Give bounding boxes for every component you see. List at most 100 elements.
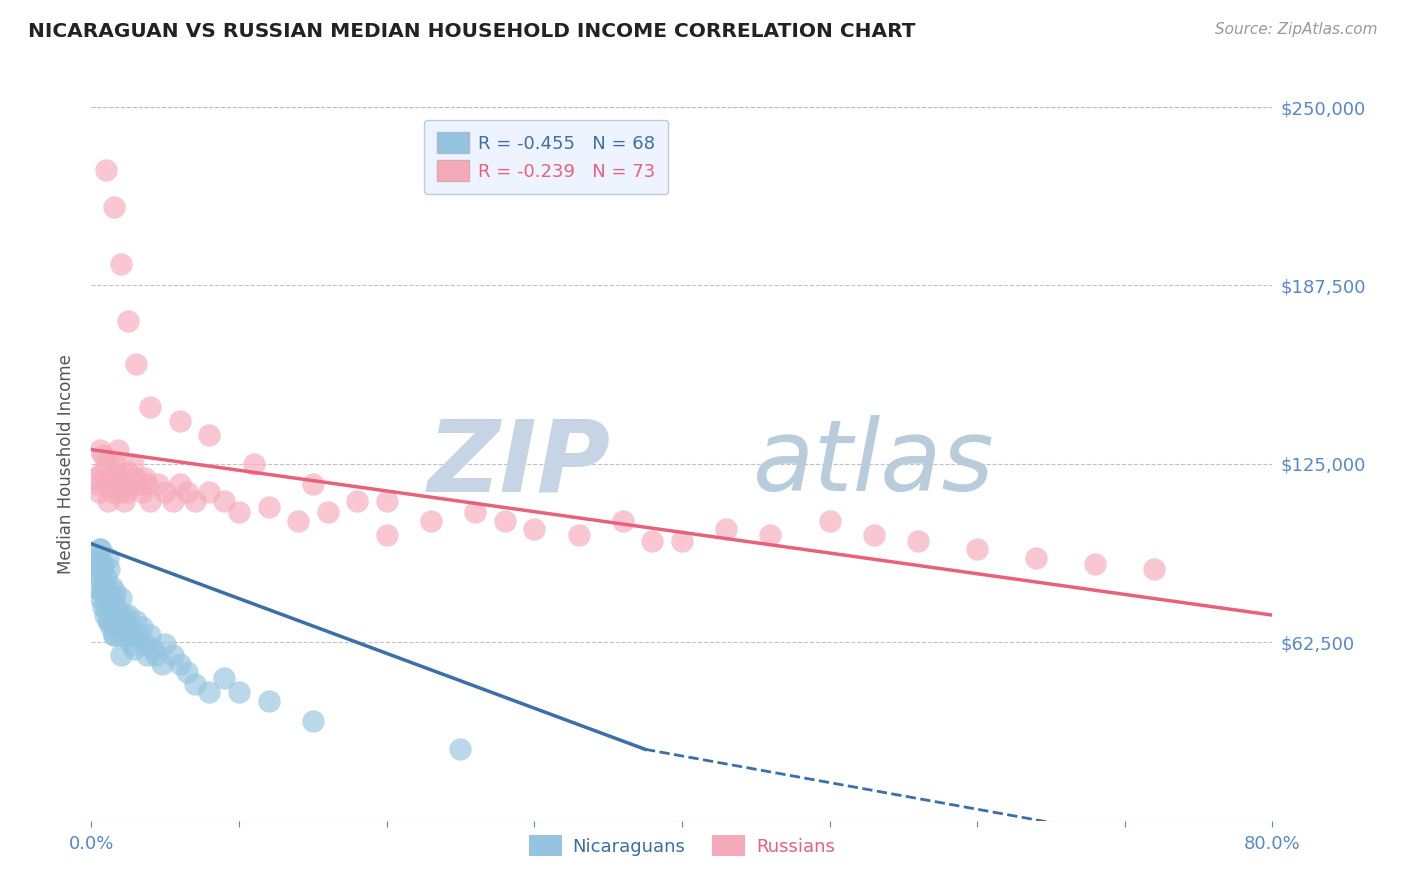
Point: [169, 657, 191, 671]
Point: [87, 485, 110, 500]
Point: [98, 562, 121, 576]
Point: [464, 505, 486, 519]
Point: [169, 476, 191, 491]
Legend: Nicaraguans, Russians: Nicaraguans, Russians: [520, 826, 844, 865]
Point: [176, 485, 198, 500]
Point: [93, 608, 115, 623]
Point: [96, 591, 118, 605]
Point: [97, 551, 120, 566]
Point: [183, 676, 207, 690]
Point: [301, 714, 323, 728]
Point: [862, 528, 886, 542]
Point: [83, 471, 105, 485]
Point: [93, 580, 115, 594]
Point: [114, 476, 136, 491]
Point: [96, 599, 118, 614]
Text: ZIP: ZIP: [427, 416, 612, 512]
Point: [96, 162, 118, 177]
Point: [139, 400, 162, 414]
Point: [90, 562, 112, 576]
Point: [89, 442, 111, 457]
Point: [118, 619, 141, 633]
Point: [110, 648, 132, 662]
Point: [375, 494, 398, 508]
Point: [131, 619, 153, 633]
Point: [346, 494, 368, 508]
Point: [115, 485, 138, 500]
Point: [136, 648, 159, 662]
Point: [375, 528, 398, 542]
Point: [117, 466, 139, 480]
Point: [818, 514, 841, 528]
Point: [90, 562, 112, 576]
Point: [86, 476, 108, 491]
Point: [89, 542, 111, 557]
Point: [118, 476, 141, 491]
Point: [101, 485, 124, 500]
Point: [83, 580, 105, 594]
Point: [419, 514, 441, 528]
Point: [98, 585, 121, 599]
Point: [568, 528, 591, 542]
Point: [287, 514, 309, 528]
Point: [169, 414, 191, 428]
Point: [110, 591, 132, 605]
Point: [103, 457, 125, 471]
Point: [105, 466, 128, 480]
Point: [759, 528, 782, 542]
Point: [1025, 551, 1047, 566]
Point: [101, 608, 124, 623]
Point: [136, 476, 159, 491]
Point: [101, 580, 124, 594]
Point: [121, 457, 143, 471]
Point: [124, 471, 148, 485]
Point: [121, 628, 143, 642]
Point: [90, 466, 112, 480]
Point: [450, 742, 472, 756]
Point: [153, 485, 177, 500]
Point: [120, 637, 142, 651]
Point: [128, 476, 150, 491]
Point: [108, 608, 131, 623]
Text: Source: ZipAtlas.com: Source: ZipAtlas.com: [1215, 22, 1378, 37]
Point: [142, 642, 165, 657]
Point: [117, 314, 139, 328]
Point: [96, 457, 118, 471]
Point: [316, 505, 339, 519]
Point: [523, 523, 546, 537]
Point: [145, 648, 167, 662]
Point: [111, 476, 134, 491]
Point: [96, 571, 118, 585]
Point: [104, 614, 127, 628]
Point: [122, 642, 145, 657]
Point: [97, 614, 120, 628]
Point: [111, 614, 134, 628]
Point: [257, 500, 280, 514]
Point: [162, 648, 184, 662]
Point: [301, 476, 323, 491]
Point: [112, 608, 135, 623]
Point: [124, 357, 148, 371]
Point: [100, 476, 122, 491]
Point: [110, 257, 132, 271]
Point: [86, 557, 108, 571]
Text: atlas: atlas: [752, 416, 994, 512]
Point: [198, 685, 221, 699]
Point: [103, 628, 125, 642]
Point: [612, 514, 634, 528]
Point: [714, 523, 737, 537]
Point: [100, 619, 122, 633]
Point: [1143, 562, 1166, 576]
Point: [91, 448, 114, 462]
Point: [115, 628, 138, 642]
Point: [134, 637, 156, 651]
Point: [131, 485, 153, 500]
Point: [198, 428, 221, 442]
Point: [107, 619, 129, 633]
Point: [91, 557, 114, 571]
Point: [98, 471, 121, 485]
Point: [87, 551, 110, 566]
Point: [110, 471, 132, 485]
Point: [162, 494, 184, 508]
Point: [103, 628, 125, 642]
